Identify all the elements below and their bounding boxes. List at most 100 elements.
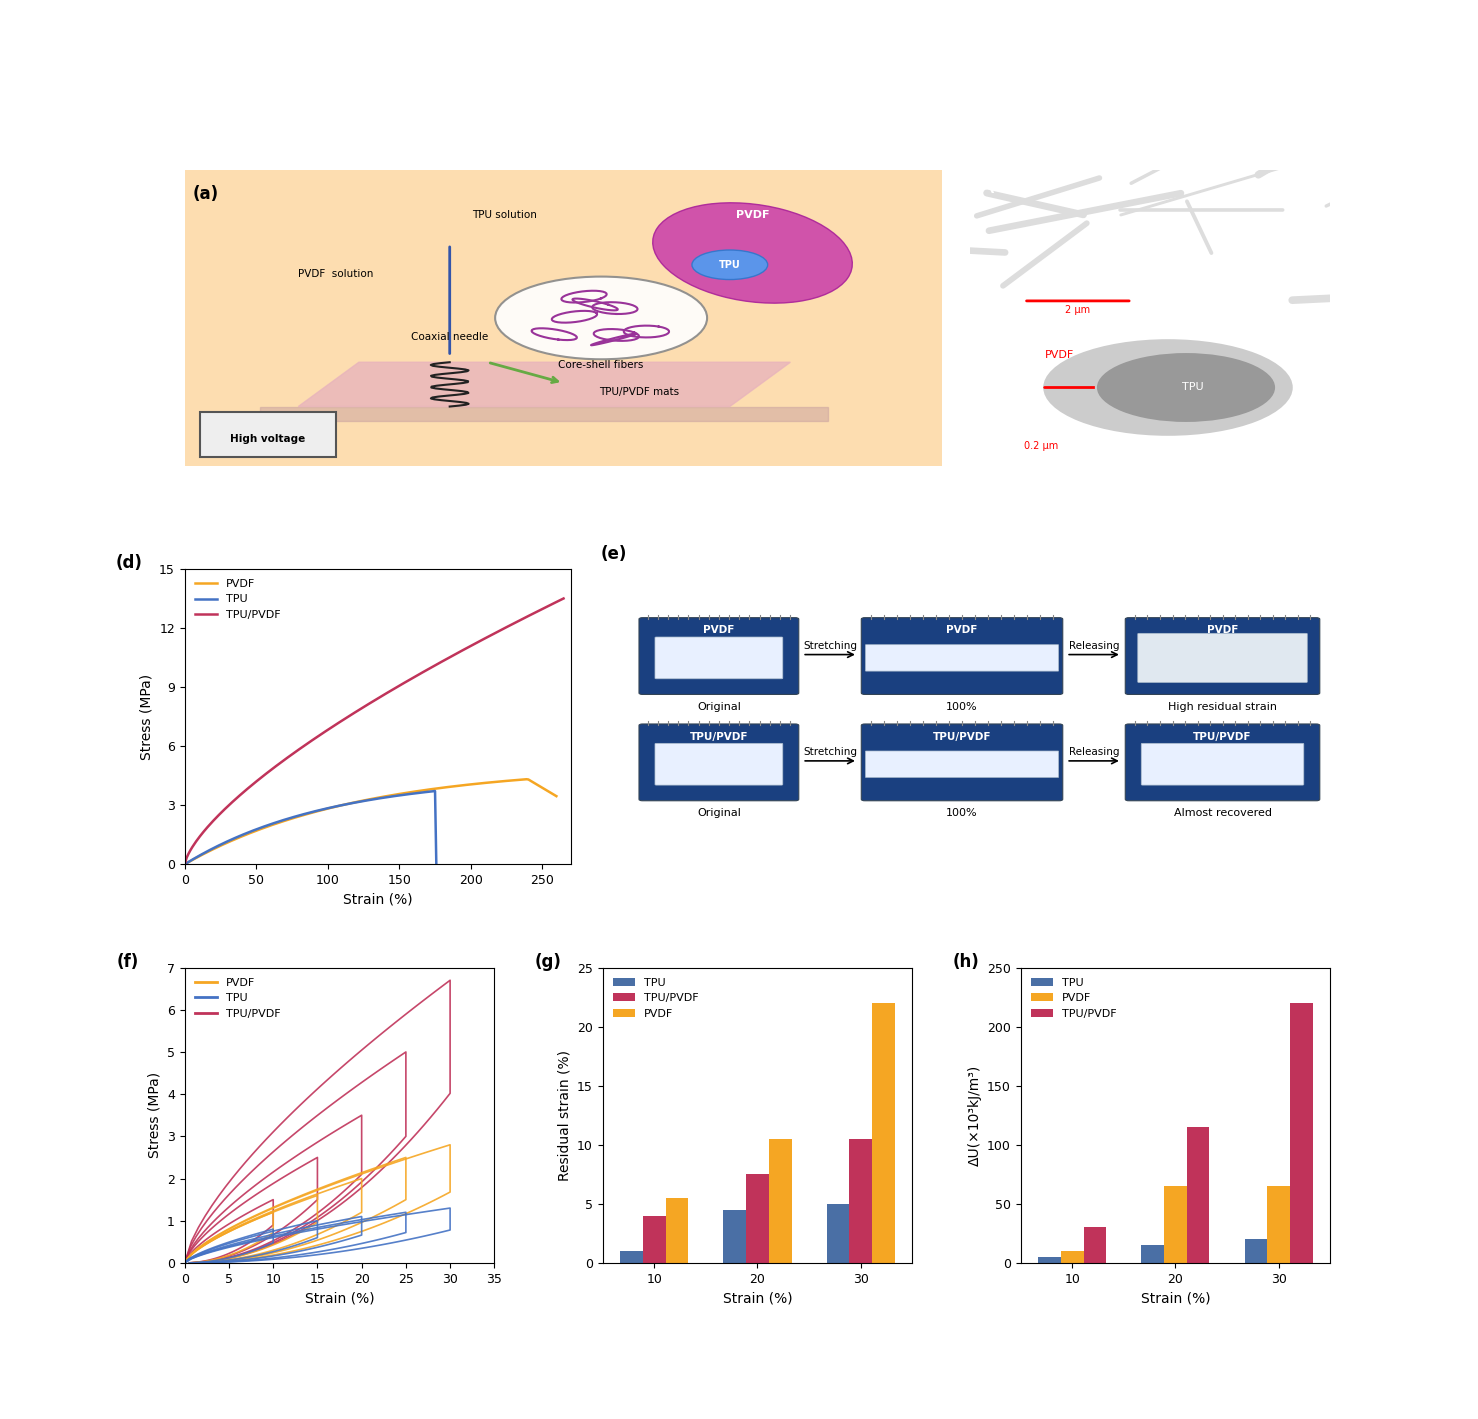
TPU/PVDF bbox=[522, 606, 539, 623]
Text: (b): (b) bbox=[987, 177, 1014, 196]
FancyBboxPatch shape bbox=[1141, 744, 1304, 785]
TPU/PVDF bbox=[554, 590, 572, 607]
PVDF bbox=[176, 856, 194, 873]
PVDF bbox=[547, 788, 565, 805]
X-axis label: Strain (%): Strain (%) bbox=[343, 893, 412, 907]
Ellipse shape bbox=[692, 250, 767, 280]
Ellipse shape bbox=[495, 277, 706, 359]
X-axis label: Strain (%): Strain (%) bbox=[1141, 1291, 1210, 1305]
Bar bbox=[1083, 1227, 1106, 1263]
PVDF bbox=[275, 813, 293, 830]
Polygon shape bbox=[299, 362, 791, 406]
Bar bbox=[826, 1203, 850, 1263]
Bar bbox=[850, 1139, 872, 1263]
Legend: PVDF, TPU, TPU/PVDF: PVDF, TPU, TPU/PVDF bbox=[191, 973, 285, 1023]
Circle shape bbox=[1095, 352, 1276, 423]
TPU/PVDF bbox=[198, 819, 216, 836]
Text: (g): (g) bbox=[535, 952, 562, 971]
FancyBboxPatch shape bbox=[866, 751, 1058, 778]
FancyBboxPatch shape bbox=[638, 724, 798, 800]
FancyBboxPatch shape bbox=[638, 617, 798, 694]
Bar bbox=[769, 1139, 792, 1263]
Text: TPU solution: TPU solution bbox=[473, 210, 538, 220]
Text: Original: Original bbox=[698, 809, 740, 819]
TPU bbox=[229, 827, 247, 844]
X-axis label: Strain (%): Strain (%) bbox=[304, 1291, 374, 1305]
TPU bbox=[349, 793, 367, 810]
X-axis label: Strain (%): Strain (%) bbox=[723, 1291, 792, 1305]
FancyBboxPatch shape bbox=[866, 644, 1058, 671]
Legend: PVDF, TPU, TPU/PVDF: PVDF, TPU, TPU/PVDF bbox=[191, 575, 285, 624]
Text: (h): (h) bbox=[952, 952, 980, 971]
Line: PVDF: PVDF bbox=[185, 779, 556, 864]
Bar bbox=[665, 1198, 689, 1263]
TPU/PVDF bbox=[247, 773, 265, 790]
Text: TPU: TPU bbox=[1182, 383, 1205, 393]
Text: TPU/PVDF: TPU/PVDF bbox=[933, 732, 992, 742]
Text: 100%: 100% bbox=[946, 809, 978, 819]
Text: TPU/PVDF: TPU/PVDF bbox=[690, 732, 748, 742]
Y-axis label: Residual strain (%): Residual strain (%) bbox=[557, 1050, 572, 1181]
Text: Releasing: Releasing bbox=[1069, 641, 1119, 651]
Text: Core-shell fibers: Core-shell fibers bbox=[559, 360, 644, 370]
Text: 100%: 100% bbox=[946, 702, 978, 712]
Text: High voltage: High voltage bbox=[231, 434, 306, 444]
Text: (e): (e) bbox=[600, 545, 627, 563]
Text: PVDF  solution: PVDF solution bbox=[299, 268, 374, 278]
Circle shape bbox=[1042, 338, 1295, 437]
PVDF bbox=[245, 823, 263, 840]
Text: 2 µm: 2 µm bbox=[1066, 305, 1091, 315]
FancyBboxPatch shape bbox=[655, 637, 783, 678]
Bar bbox=[643, 1216, 665, 1263]
Text: TPU: TPU bbox=[718, 260, 740, 270]
Bar bbox=[1038, 1257, 1061, 1263]
Text: (d): (d) bbox=[115, 555, 142, 572]
FancyBboxPatch shape bbox=[1138, 633, 1307, 683]
Bar bbox=[1244, 1239, 1267, 1263]
PVDF bbox=[198, 844, 216, 861]
Bar bbox=[746, 1175, 769, 1263]
Bar bbox=[872, 1003, 894, 1263]
Line: TPU/PVDF: TPU/PVDF bbox=[185, 599, 563, 864]
Y-axis label: Stress (MPa): Stress (MPa) bbox=[139, 674, 154, 759]
Bar bbox=[723, 1210, 746, 1263]
Text: Stretching: Stretching bbox=[803, 641, 857, 651]
FancyBboxPatch shape bbox=[655, 744, 783, 785]
Bar bbox=[1187, 1127, 1209, 1263]
Y-axis label: ΔU(×10³kJ/m³): ΔU(×10³kJ/m³) bbox=[968, 1064, 981, 1166]
TPU/PVDF bbox=[535, 599, 553, 616]
Text: TPU/PVDF mats: TPU/PVDF mats bbox=[599, 387, 678, 397]
PVDF bbox=[517, 771, 535, 788]
Text: PVDF: PVDF bbox=[946, 626, 978, 636]
Text: (f): (f) bbox=[117, 952, 139, 971]
PVDF bbox=[531, 778, 548, 795]
Text: PVDF: PVDF bbox=[704, 626, 735, 636]
Text: Original: Original bbox=[698, 702, 740, 712]
PVDF bbox=[516, 771, 534, 788]
Ellipse shape bbox=[653, 203, 853, 304]
Text: TPU/PVDF: TPU/PVDF bbox=[1193, 732, 1252, 742]
Bar bbox=[621, 1252, 643, 1263]
Text: Releasing: Releasing bbox=[1069, 746, 1119, 756]
TPU bbox=[176, 856, 194, 873]
Bar bbox=[1290, 1003, 1312, 1263]
TPU bbox=[324, 799, 341, 816]
Text: High residual strain: High residual strain bbox=[1168, 702, 1277, 712]
TPU bbox=[251, 819, 269, 836]
Text: PVDF: PVDF bbox=[1045, 350, 1075, 360]
TPU/PVDF bbox=[176, 856, 194, 873]
Text: (a): (a) bbox=[192, 184, 219, 203]
PVDF bbox=[191, 847, 208, 864]
Polygon shape bbox=[260, 406, 828, 421]
Text: (c): (c) bbox=[987, 331, 1012, 349]
FancyBboxPatch shape bbox=[1125, 724, 1320, 800]
Text: PVDF: PVDF bbox=[736, 210, 769, 220]
Bar bbox=[1141, 1246, 1165, 1263]
Bar bbox=[1267, 1186, 1290, 1263]
Text: PVDF: PVDF bbox=[1208, 626, 1239, 636]
Bar bbox=[1165, 1186, 1187, 1263]
Line: TPU: TPU bbox=[185, 790, 436, 864]
Text: 0.2 µm: 0.2 µm bbox=[1024, 441, 1058, 451]
TPU bbox=[427, 856, 445, 873]
Legend: TPU, TPU/PVDF, PVDF: TPU, TPU/PVDF, PVDF bbox=[609, 973, 704, 1023]
